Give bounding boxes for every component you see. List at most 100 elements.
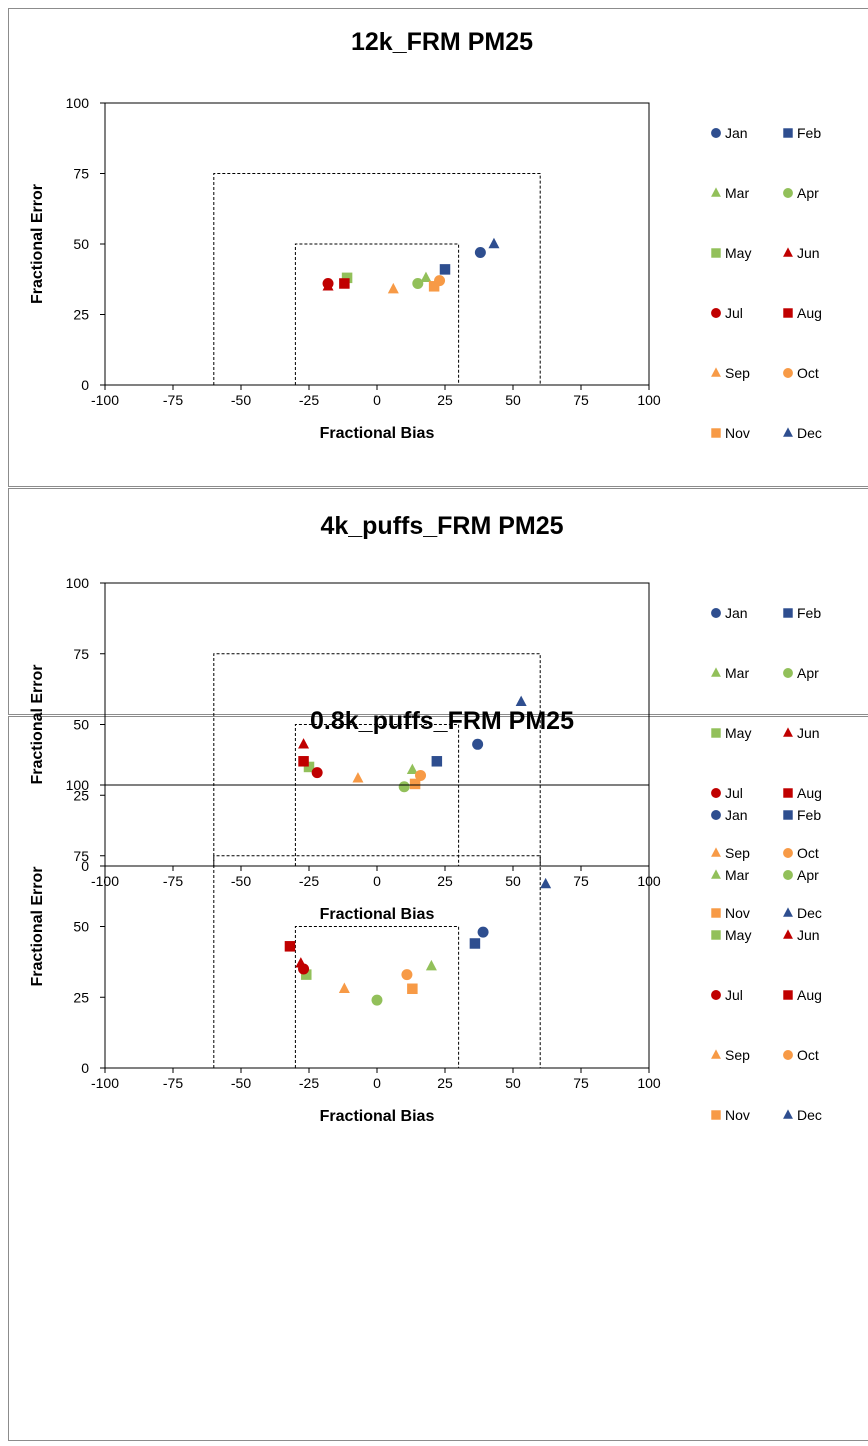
legend-label: Apr [797,185,819,201]
point-jan [475,247,486,258]
legend-label: Apr [797,867,819,883]
x-tick-label: 50 [505,392,521,408]
x-tick-label: -25 [299,873,319,889]
legend-label: Sep [725,1047,750,1063]
y-tick-label: 0 [81,377,89,393]
legend-marker-feb [783,128,792,137]
legend-label: Jun [797,245,820,261]
legend-marker-aug [783,788,792,797]
x-tick-label: -100 [91,392,119,408]
legend-marker-jan [711,128,721,138]
x-tick-label: 0 [373,392,381,408]
legend-marker-may [711,728,720,737]
legend-label: Aug [797,305,822,321]
point-nov [429,281,440,292]
legend-label: Jan [725,605,748,621]
point-feb [440,264,451,275]
legend-label: Oct [797,845,819,861]
legend-label: Feb [797,125,821,141]
legend-marker-apr [783,188,793,198]
point-jan [472,739,483,750]
y-tick-label: 75 [73,166,89,182]
y-tick-label: 50 [73,919,89,935]
point-jul [298,963,309,974]
x-tick-label: 100 [637,392,661,408]
legend-label: Oct [797,1047,819,1063]
legend-marker-nov [711,1110,720,1119]
y-tick-label: 75 [73,646,89,662]
x-tick-label: -25 [299,1075,319,1091]
legend-label: Jan [725,807,748,823]
legend-marker-apr [783,668,793,678]
y-tick-label: 50 [73,717,89,733]
chart-title: 4k_puffs_FRM PM25 [320,512,563,540]
point-feb [432,756,443,767]
y-tick-label: 25 [73,989,89,1005]
legend-marker-aug [783,990,792,999]
legend-label: Sep [725,845,750,861]
legend-label: May [725,245,751,261]
legend-label: Apr [797,665,819,681]
x-axis-label: Fractional Bias [320,425,435,442]
chart-title: 12k_FRM PM25 [351,28,533,56]
legend-marker-jan [711,810,721,820]
legend-marker-aug [783,308,792,317]
x-tick-label: -75 [163,873,183,889]
legend-label: Sep [725,365,750,381]
y-tick-label: 0 [81,1060,89,1076]
legend-marker-nov [711,428,720,437]
x-tick-label: 75 [573,1075,589,1091]
legend-label: Nov [725,905,750,921]
point-apr [372,995,383,1006]
legend-label: Jul [725,987,743,1003]
legend-label: Aug [797,785,822,801]
legend-marker-oct [783,848,793,858]
legend-marker-jul [711,308,721,318]
legend-marker-apr [783,870,793,880]
x-tick-label: -50 [231,873,251,889]
x-tick-label: -50 [231,1075,251,1091]
legend-label: Mar [725,665,749,681]
x-tick-label: 25 [437,1075,453,1091]
y-tick-label: 25 [73,307,89,323]
legend-label: Mar [725,867,749,883]
x-tick-label: -75 [163,392,183,408]
legend-marker-jan [711,608,721,618]
legend-label: Oct [797,365,819,381]
point-jul [312,767,323,778]
x-tick-label: 50 [505,873,521,889]
y-axis-label: Fractional Error [29,184,46,304]
legend-label: Dec [797,425,822,441]
x-tick-label: 25 [437,873,453,889]
x-axis-label: Fractional Bias [320,1108,435,1125]
legend-label: Aug [797,987,822,1003]
point-jul [323,278,334,289]
y-tick-label: 100 [66,95,90,111]
legend-label: Nov [725,425,750,441]
legend-label: Dec [797,905,822,921]
y-axis-label: Fractional Error [29,866,46,986]
y-tick-label: 50 [73,236,89,252]
legend-label: Nov [725,1107,750,1123]
legend-marker-nov [711,908,720,917]
x-tick-label: 0 [373,873,381,889]
x-tick-label: -50 [231,392,251,408]
point-aug [285,941,296,952]
point-aug [339,278,350,289]
x-tick-label: -25 [299,392,319,408]
legend-marker-jul [711,990,721,1000]
x-tick-label: 0 [373,1075,381,1091]
point-aug [298,756,309,767]
legend-label: Jul [725,305,743,321]
legend-marker-oct [783,368,793,378]
legend-marker-may [711,248,720,257]
chart-title: 0.8k_puffs_FRM PM25 [310,707,574,735]
legend-label: Dec [797,1107,822,1123]
legend-marker-may [711,930,720,939]
y-tick-label: 75 [73,848,89,864]
legend-label: Jun [797,927,820,943]
point-oct [401,969,412,980]
legend-marker-jul [711,788,721,798]
x-tick-label: -100 [91,1075,119,1091]
